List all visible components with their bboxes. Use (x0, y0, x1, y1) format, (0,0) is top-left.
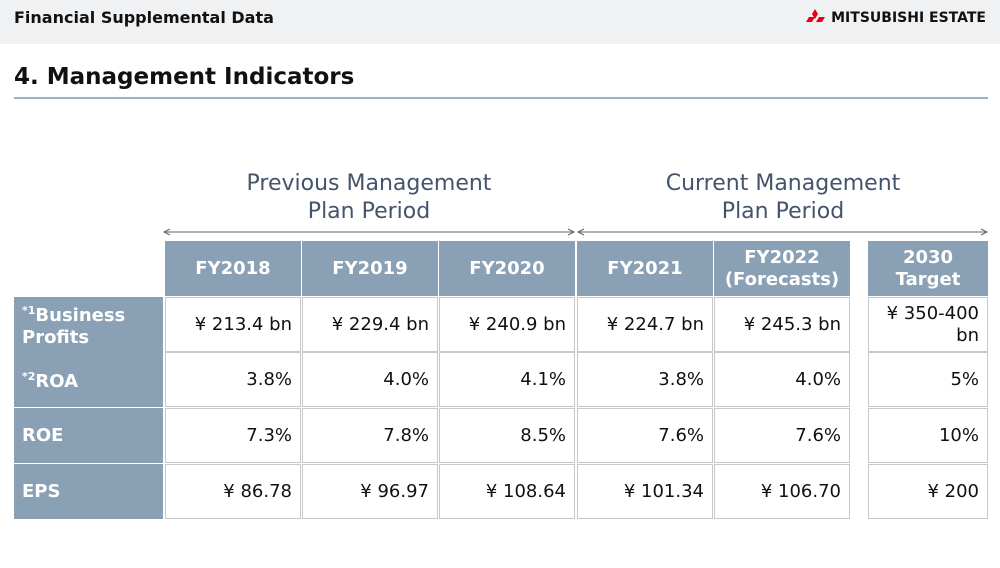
row-label-wrap: *1Business Profits (22, 300, 152, 349)
data-cell: 7.6% (577, 408, 713, 463)
text-line: Current Management (665, 171, 901, 196)
column-header: FY2020 (439, 241, 575, 296)
data-cell: ¥ 86.78 (165, 464, 301, 519)
data-cell: 7.3% (165, 408, 301, 463)
cell-text: ¥ 101.34 (623, 480, 704, 502)
data-cell: ¥ 350-400 bn (868, 297, 988, 352)
text-line: Target (895, 268, 961, 290)
data-cell: 8.5% (439, 408, 575, 463)
brand: MITSUBISHI ESTATE (805, 9, 986, 27)
data-cell: ¥ 213.4 bn (165, 297, 301, 352)
cell-text: ¥ 245.3 bn (743, 313, 841, 335)
data-cell: ¥ 101.34 (577, 464, 713, 519)
footnote-mark: *2 (22, 370, 36, 383)
cell-text: 10% (938, 424, 979, 446)
data-cell: ¥ 240.9 bn (439, 297, 575, 352)
text-line: FY2020 (469, 257, 545, 279)
row-label: Business Profits (22, 305, 126, 348)
text-line: (Forecasts) (724, 268, 840, 290)
column-header: FY2018 (165, 241, 301, 296)
text-line: FY2019 (332, 257, 408, 279)
row-header: *2ROA (14, 352, 163, 407)
cell-text: ¥ 350-400 bn (886, 302, 979, 346)
data-cell: 10% (868, 408, 988, 463)
cell-text: 4.1% (520, 368, 566, 390)
data-cell: ¥ 200 (868, 464, 988, 519)
data-cell: 4.0% (714, 352, 850, 407)
text-line: FY2022 (744, 246, 820, 268)
cell-text: 7.3% (246, 424, 292, 446)
row-label: ROE (22, 424, 64, 446)
cell-text: 7.6% (658, 424, 704, 446)
column-header: FY2019 (302, 241, 438, 296)
data-cell: ¥ 108.64 (439, 464, 575, 519)
cell-text: 4.0% (795, 368, 841, 390)
period-label: Previous Management Plan Period (164, 170, 574, 226)
period-label: Current Management Plan Period (578, 170, 988, 226)
text-line: FY2018 (195, 257, 271, 279)
data-cell: 7.8% (302, 408, 438, 463)
cell-text: 4.0% (383, 368, 429, 390)
header-text: FY2020 (469, 258, 544, 280)
cell-text: ¥ 224.7 bn (606, 313, 704, 335)
cell-text: 3.8% (658, 368, 704, 390)
column-header: 2030 Target (868, 241, 988, 296)
text-line: Plan Period (721, 199, 845, 224)
cell-text: 7.6% (795, 424, 841, 446)
data-cell: 3.8% (165, 352, 301, 407)
header-text: 2030 Target (896, 247, 961, 291)
top-bar (0, 0, 1000, 44)
data-cell: 4.1% (439, 352, 575, 407)
data-cell: 3.8% (577, 352, 713, 407)
data-cell: ¥ 224.7 bn (577, 297, 713, 352)
data-cell: 7.6% (714, 408, 850, 463)
cell-text: ¥ 229.4 bn (331, 313, 429, 335)
row-label-wrap: ROE (22, 425, 63, 447)
section-title: 4. Management Indicators (14, 64, 355, 90)
text-line: FY2021 (607, 257, 683, 279)
text-line: 2030 (902, 246, 954, 268)
column-header: FY2022 (Forecasts) (714, 241, 850, 296)
header-text: FY2021 (607, 258, 682, 280)
cell-text: ¥ 106.70 (760, 480, 841, 502)
data-cell: 4.0% (302, 352, 438, 407)
data-cell: ¥ 106.70 (714, 464, 850, 519)
data-cell: ¥ 245.3 bn (714, 297, 850, 352)
row-label: ROA (35, 371, 79, 392)
header-text: FY2019 (332, 258, 407, 280)
data-cell: 5% (868, 352, 988, 407)
data-cell: ¥ 96.97 (302, 464, 438, 519)
footnote-mark: *1 (22, 304, 36, 317)
title-rule (14, 97, 988, 99)
header-text: FY2018 (195, 258, 270, 280)
cell-text: ¥ 108.64 (485, 480, 566, 502)
column-header: FY2021 (577, 241, 713, 296)
row-header: ROE (14, 408, 163, 463)
row-header: EPS (14, 464, 163, 519)
header-text: FY2022 (Forecasts) (725, 247, 839, 291)
cell-text: ¥ 86.78 (223, 480, 292, 502)
brand-name: MITSUBISHI ESTATE (831, 10, 986, 26)
row-label-wrap: EPS (22, 481, 60, 503)
row-header: *1Business Profits (14, 297, 163, 352)
text-line: Previous Management (246, 171, 492, 196)
logo (806, 9, 826, 22)
cell-text: ¥ 213.4 bn (194, 313, 292, 335)
row-label-wrap: *2ROA (22, 366, 78, 393)
cell-text: 5% (950, 368, 979, 390)
cell-text: 7.8% (383, 424, 429, 446)
data-cell: ¥ 229.4 bn (302, 297, 438, 352)
header-title: Financial Supplemental Data (14, 8, 274, 27)
text-line: Plan Period (307, 199, 431, 224)
cell-text: ¥ 200 (927, 480, 979, 502)
cell-text: ¥ 240.9 bn (468, 313, 566, 335)
row-label: EPS (22, 480, 61, 502)
cell-text: ¥ 96.97 (360, 480, 429, 502)
cell-text: 8.5% (520, 424, 566, 446)
cell-text: 3.8% (246, 368, 292, 390)
